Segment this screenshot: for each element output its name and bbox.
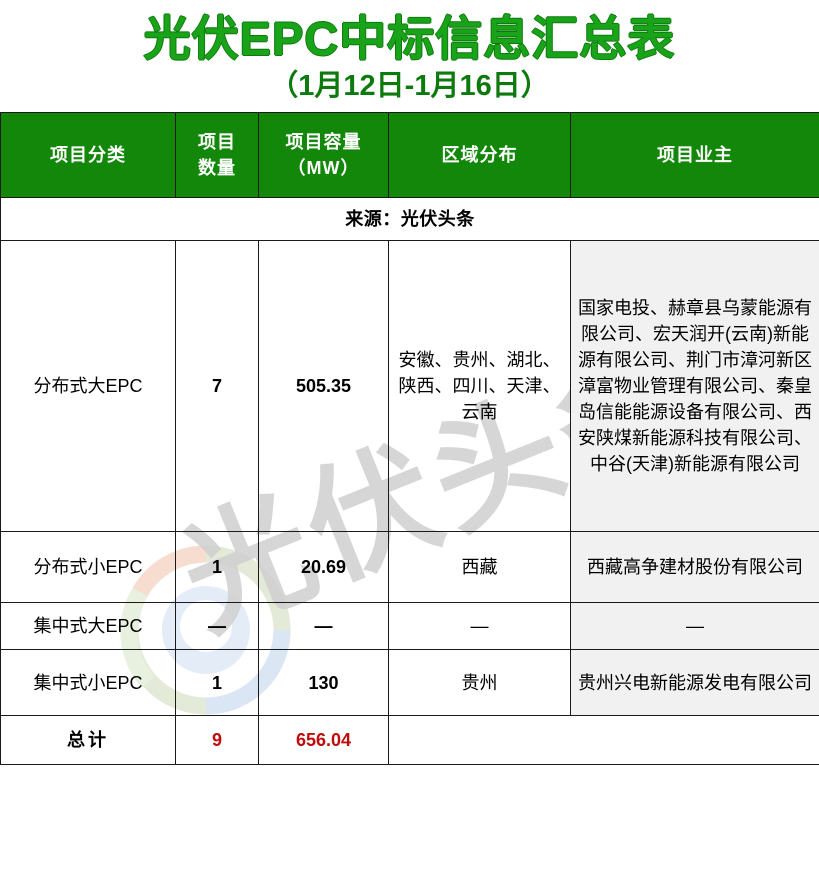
source-label: 来源：光伏头条 [1, 198, 819, 241]
cell-owner: 贵州兴电新能源发电有限公司 [571, 650, 819, 716]
epc-summary-table: 项目分类 项目 数量 项目容量 （MW） 区域分布 项目业主 来源：光伏头条 分… [0, 112, 819, 765]
source-row: 来源：光伏头条 [1, 198, 819, 241]
column-header-capacity: 项目容量 （MW） [259, 113, 389, 198]
total-blank-cell [389, 716, 819, 765]
cell-region: 西藏 [389, 532, 571, 603]
cell-count: 1 [176, 650, 259, 716]
cell-capacity: 505.35 [259, 241, 389, 532]
column-header-category: 项目分类 [1, 113, 176, 198]
total-label: 总计 [1, 716, 176, 765]
column-header-owner: 项目业主 [571, 113, 819, 198]
table-row: 集中式小EPC 1 130 贵州 贵州兴电新能源发电有限公司 [1, 650, 819, 716]
cell-capacity: — [259, 603, 389, 650]
cell-category: 集中式小EPC [1, 650, 176, 716]
cell-count: 1 [176, 532, 259, 603]
column-header-capacity-line1: 项目容量 [264, 129, 383, 155]
column-header-region: 区域分布 [389, 113, 571, 198]
cell-owner: 西藏高争建材股份有限公司 [571, 532, 819, 603]
total-count: 9 [176, 716, 259, 765]
cell-category: 分布式小EPC [1, 532, 176, 603]
page-subtitle: （1月12日-1月16日） [0, 71, 819, 103]
column-header-count-line1: 项目 [181, 129, 253, 155]
column-header-count-line2: 数量 [181, 155, 253, 181]
table-row: 分布式大EPC 7 505.35 安徽、贵州、湖北、陕西、四川、天津、云南 国家… [1, 241, 819, 532]
cell-region: 安徽、贵州、湖北、陕西、四川、天津、云南 [389, 241, 571, 532]
page-title: 光伏EPC中标信息汇总表 [0, 14, 819, 63]
cell-count: — [176, 603, 259, 650]
cell-owner: — [571, 603, 819, 650]
cell-owner: 国家电投、赫章县乌蒙能源有限公司、宏天润开(云南)新能源有限公司、荆门市漳河新区… [571, 241, 819, 532]
table-container: 光伏头条 项目分类 项目 数量 项目容量 （MW） 区域分布 项目业主 [0, 112, 819, 765]
total-capacity: 656.04 [259, 716, 389, 765]
table-header-row: 项目分类 项目 数量 项目容量 （MW） 区域分布 项目业主 [1, 113, 819, 198]
total-row: 总计 9 656.04 [1, 716, 819, 765]
cell-capacity: 20.69 [259, 532, 389, 603]
table-row: 集中式大EPC — — — — [1, 603, 819, 650]
column-header-capacity-line2: （MW） [264, 155, 383, 181]
table-row: 分布式小EPC 1 20.69 西藏 西藏高争建材股份有限公司 [1, 532, 819, 603]
cell-category: 集中式大EPC [1, 603, 176, 650]
cell-region: — [389, 603, 571, 650]
cell-count: 7 [176, 241, 259, 532]
column-header-count: 项目 数量 [176, 113, 259, 198]
cell-region: 贵州 [389, 650, 571, 716]
cell-capacity: 130 [259, 650, 389, 716]
title-block: 光伏EPC中标信息汇总表 （1月12日-1月16日） [0, 0, 819, 103]
cell-category: 分布式大EPC [1, 241, 176, 532]
